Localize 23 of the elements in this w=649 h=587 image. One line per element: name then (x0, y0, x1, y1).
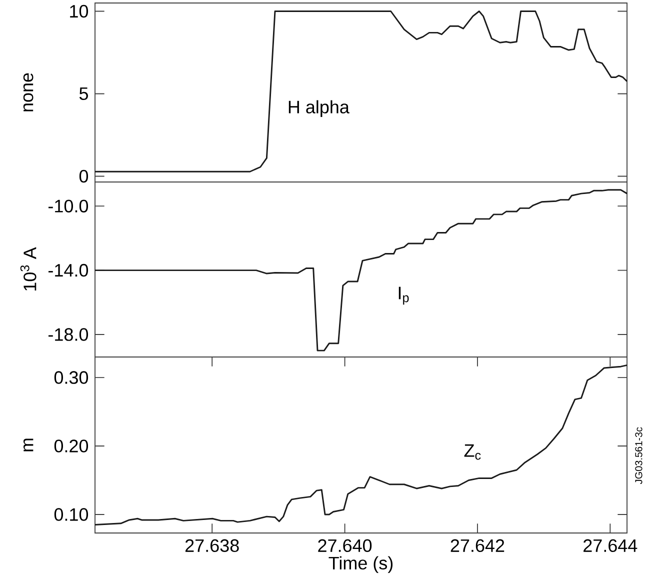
y-tick-label: 10 (70, 4, 88, 18)
y-axis-title: none (23, 73, 34, 112)
annotation: H alpha (288, 100, 350, 118)
line-series (94, 189, 628, 352)
annotation: Z$_{c}$ (464, 444, 481, 460)
y-tick-label: 0 (79, 170, 88, 183)
y-tick-label: -18.0 (48, 328, 88, 341)
y-tick-label: -14.0 (48, 264, 88, 277)
x-tick-label: 27.638 (185, 539, 239, 552)
x-tick-label: 27.642 (450, 539, 504, 552)
y-tick-label: 5 (79, 87, 88, 100)
x-axis-title: Time (s) (328, 556, 393, 574)
y-tick-label: -10.0 (48, 200, 88, 212)
text: JG03.561-3c (635, 427, 642, 484)
line-series (94, 10, 628, 172)
y-tick-label: 0.30 (54, 371, 88, 384)
x-tick-label: 27.644 (584, 539, 638, 552)
y-tick-label: 0.10 (54, 508, 88, 521)
x-tick-label: 27.640 (318, 539, 372, 552)
annotation: I$_{p}$ (398, 286, 409, 305)
y-axis-title: m (24, 438, 34, 452)
y-axis-title: 10$^{3}$ A (20, 247, 36, 290)
y-tick-label: 0.20 (54, 440, 88, 452)
